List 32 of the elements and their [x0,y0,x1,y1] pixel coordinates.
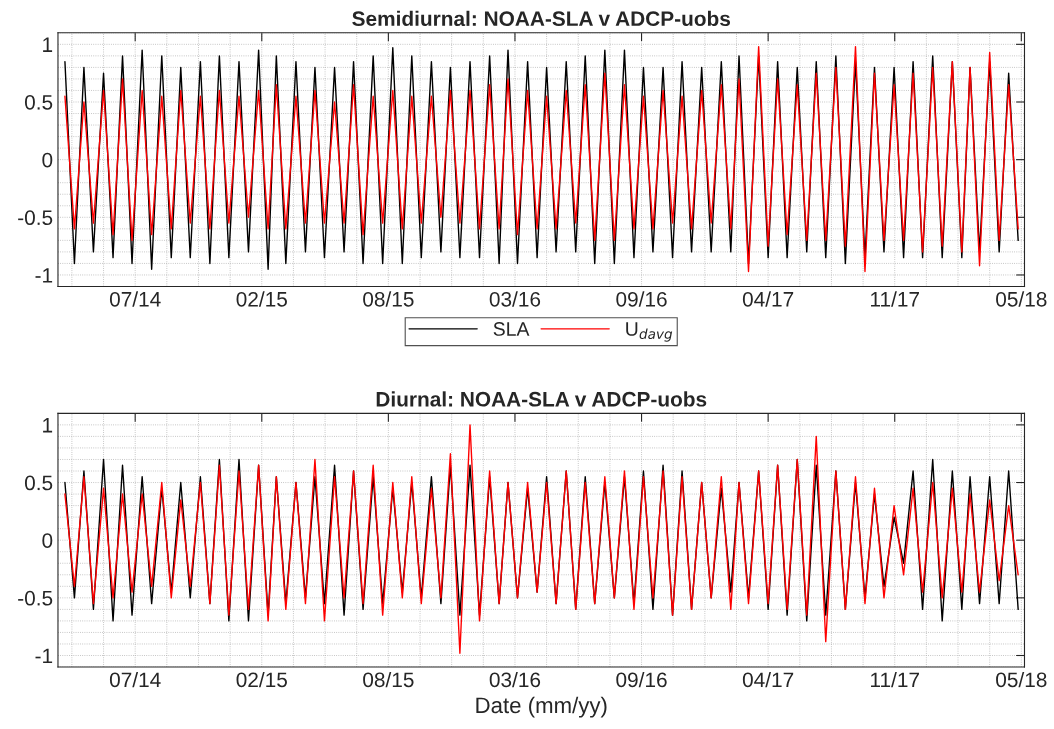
x-tick-label: 07/14 [109,291,161,307]
x-tick-label: 07/14 [109,671,161,688]
x-tick-label: 05/18 [996,291,1047,307]
y-tick-label: 0 [42,152,53,168]
x-tick-label: 08/15 [363,671,414,688]
x-tick-label: 09/16 [616,671,667,688]
x-tick-label: 05/18 [996,671,1047,688]
x-tick-label: 09/16 [616,291,667,307]
y-tick-label: -0.5 [18,590,53,606]
x-tick-label: 02/15 [236,671,287,688]
x-tick-label: 03/16 [489,291,541,307]
chart-title: Semidiurnal: NOAA-SLA v ADCP-uobs [352,10,730,27]
line-series [64,424,1019,654]
y-tick-label: 0.5 [24,475,53,491]
x-tick-label: 11/17 [871,671,919,688]
y-tick-label: -1 [35,648,53,664]
chart-title: Diurnal: NOAA-SLA v ADCP-uobs [376,391,707,407]
y-tick-label: -1 [35,268,53,283]
y-tick-label: 1 [43,37,53,52]
y-tick-label: 0 [42,533,53,548]
y-tick-label: 1 [43,418,53,433]
legend-label: U$_{davg}$ [626,322,673,342]
y-tick-label: -0.5 [18,210,53,226]
x-tick-label: 04/17 [742,671,794,688]
x-tick-label: 08/15 [363,291,414,307]
x-axis-title: Date (mm/yy) [476,696,607,718]
legend-label: SLA [493,322,530,336]
x-tick-label: 04/17 [742,291,794,307]
x-tick-label: 11/17 [871,291,919,307]
x-tick-label: 02/15 [236,291,287,307]
x-tick-label: 03/16 [489,671,541,688]
y-tick-label: 0.5 [24,95,53,110]
